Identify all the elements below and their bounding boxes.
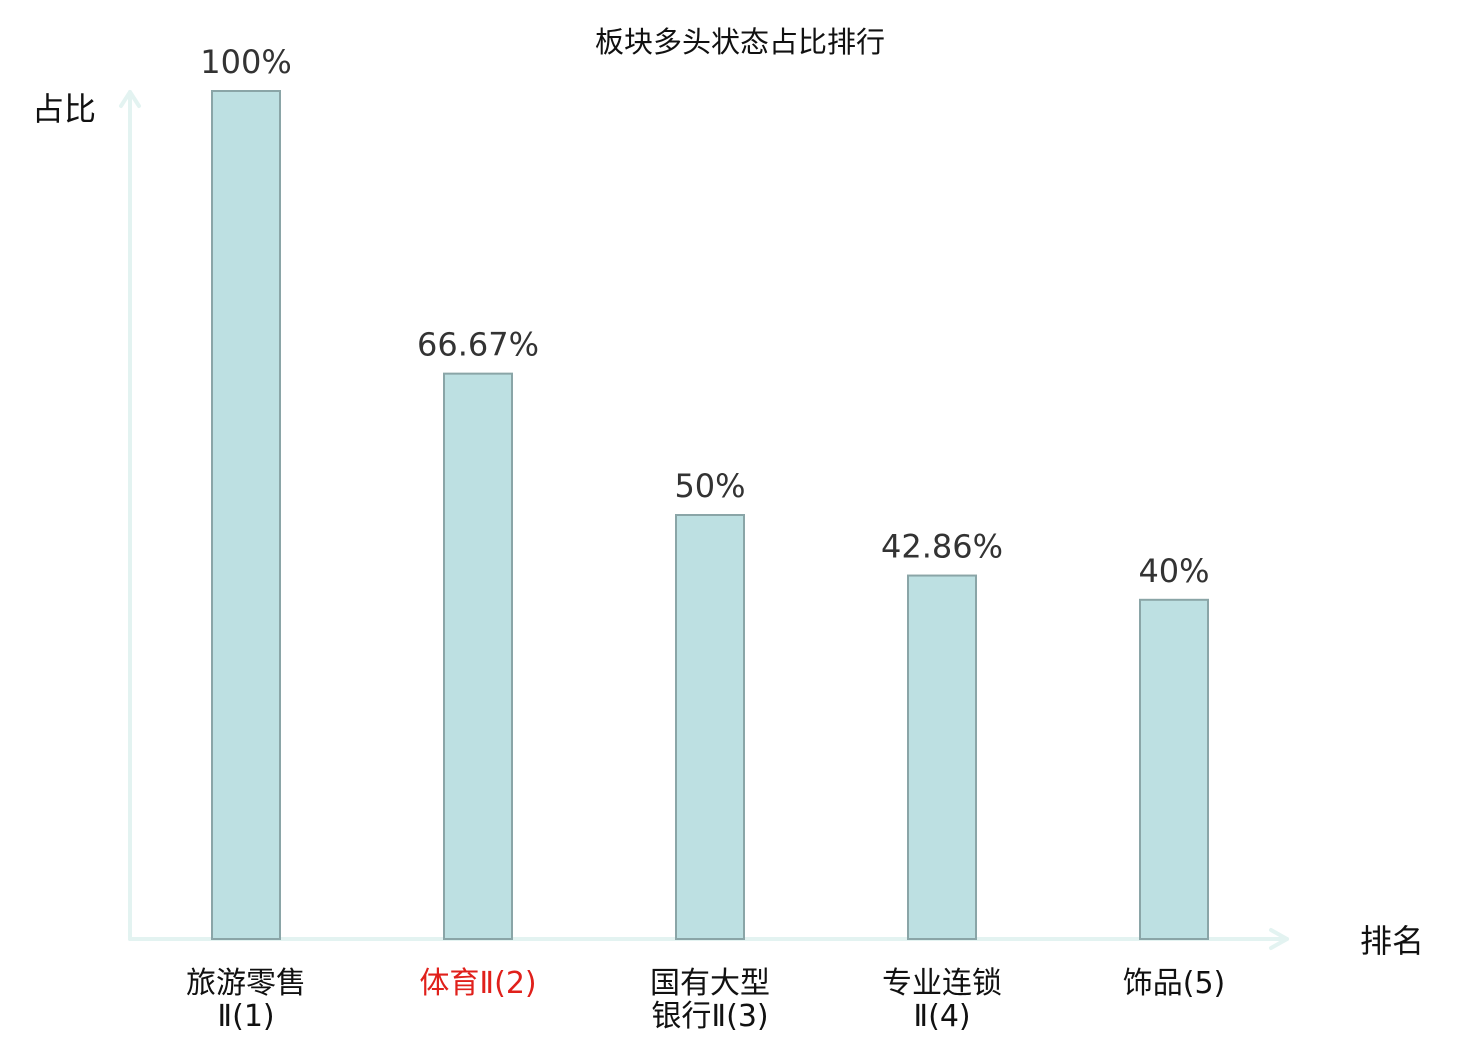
bar-2 (443, 372, 513, 940)
value-label-4: 42.86% (881, 528, 1003, 566)
category-label-5: 饰品(5) (1123, 966, 1226, 1001)
category-label-line: 国有大型 (650, 966, 770, 1001)
value-label-5: 40% (1138, 552, 1209, 590)
category-label-3: 国有大型银行Ⅱ(3) (650, 966, 770, 1034)
category-label-4: 专业连锁 Ⅱ(4) (882, 966, 1002, 1034)
category-labels-group: 旅游零售 Ⅱ(1) 体育Ⅱ(2) 国有大型银行Ⅱ(3) 专业连锁 Ⅱ(4) 饰品(5) (186, 966, 1225, 1034)
category-label-line: Ⅱ(1) (217, 999, 274, 1034)
x-axis-arrow (1269, 928, 1289, 950)
y-axis-label: 占比 (32, 90, 96, 128)
category-label-line: 饰品(5) (1123, 966, 1226, 1001)
category-label-line: 银行Ⅱ(3) (651, 999, 768, 1034)
category-label-line: Ⅱ(4) (913, 999, 970, 1034)
y-axis-arrow (119, 90, 141, 108)
category-label-line: 专业连锁 (882, 966, 1002, 1001)
value-label-1: 100% (200, 43, 291, 81)
category-label-line: 旅游零售 (186, 966, 306, 1001)
bar-3 (675, 514, 745, 940)
bar-1 (211, 90, 281, 940)
value-labels-group: 100% 66.67% 50% 42.86% 40% (200, 43, 1209, 590)
value-label-2: 66.67% (417, 326, 539, 364)
x-axis-label: 排名 (1360, 922, 1424, 960)
value-label-3: 50% (674, 467, 745, 505)
bar-4 (907, 574, 977, 940)
category-label-2: 体育Ⅱ(2) (419, 966, 536, 1001)
bar-5 (1139, 598, 1209, 940)
chart-title: 板块多头状态占比排行 (595, 25, 885, 59)
category-label-line: 体育Ⅱ(2) (419, 966, 536, 1001)
category-label-1: 旅游零售 Ⅱ(1) (186, 966, 306, 1034)
bars-group (211, 90, 1209, 940)
